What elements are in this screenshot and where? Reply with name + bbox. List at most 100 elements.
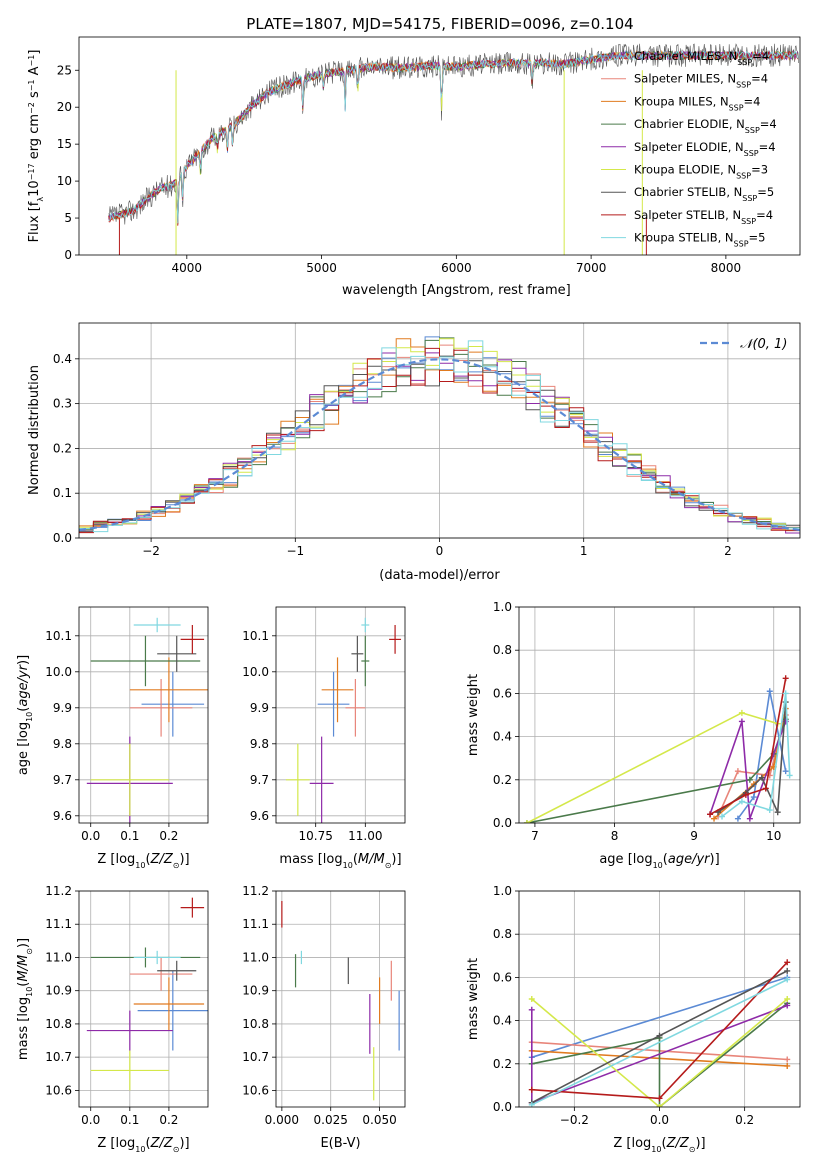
axes-frame [78, 322, 801, 539]
y-tick-label: 9.9 [250, 701, 269, 715]
legend-label-part: Kroupa STELIB, N [634, 231, 734, 245]
x-tick-label: 0.2 [735, 1113, 754, 1127]
y-tick-label: 5 [64, 211, 72, 225]
weight-marker [656, 1095, 663, 1102]
legend-label-part: =5 [757, 185, 774, 199]
y-tick-label: 10.1 [45, 629, 72, 643]
legend-label: Kroupa STELIB, NSSP=5 [634, 231, 765, 249]
legend-label-part: SSP [734, 239, 749, 248]
axes-frame [78, 606, 209, 824]
plot-area [285, 617, 402, 823]
weight-marker [782, 690, 789, 697]
plot-area [281, 900, 400, 1101]
y-tick-label: 10.8 [45, 1017, 72, 1031]
y-axis-label-part: age/yr [16, 663, 31, 706]
weight-marker [784, 1056, 791, 1063]
axes-frame [78, 890, 209, 1108]
y-tick-label: 0.4 [493, 1014, 512, 1028]
x-tick-label: 5000 [306, 261, 337, 275]
x-axis-label-part: ⊙ [173, 1145, 180, 1154]
mass-weight-vs-metallicity-panel: −0.2 0.0 0.2 0.0 0.2 0.4 0.6 0.8 1.0 Z [log10(Z/Z… [466, 884, 801, 1154]
weight-marker [784, 967, 791, 974]
legend-label-part: SSP [736, 171, 751, 180]
weight-marker [782, 768, 789, 775]
y-axis-label-part: −2 [27, 102, 36, 114]
axes-frame [518, 606, 801, 824]
legend-label: 𝒩(0, 1) [740, 337, 787, 352]
weight-marker [734, 815, 741, 822]
y-axis-label: mass weight [466, 958, 481, 1040]
y-axis-label-part: 10 [25, 987, 34, 997]
weight-marker [738, 798, 745, 805]
normal-curve [79, 358, 800, 532]
weight-marker [656, 1104, 663, 1107]
x-axis-label-part: E(B-V) [320, 1136, 360, 1151]
y-axis-label-part: ( [16, 982, 31, 987]
y-tick-label: 11.0 [45, 950, 72, 964]
age-vs-mass-panel: 10.75 11.00 9.6 9.7 9.8 9.9 10.0 10.1 mass [log1… [242, 606, 406, 870]
weight-marker [734, 768, 741, 775]
weight-marker [766, 688, 773, 695]
y-tick-label: 0 [64, 248, 72, 262]
x-tick-label: 0.0 [81, 829, 100, 843]
weight-marker [786, 772, 793, 779]
y-tick-label: 0.2 [493, 773, 512, 787]
plot-area [523, 675, 793, 823]
y-tick-label: 9.7 [53, 773, 72, 787]
x-tick-label: 0.0 [81, 1113, 100, 1127]
x-tick-label: 6000 [441, 261, 472, 275]
weight-marker [746, 815, 753, 822]
legend-label-part: =5 [749, 231, 766, 245]
y-axis-label-part: −17 [27, 163, 36, 180]
weight-marker [774, 809, 781, 816]
plot-area [108, 43, 799, 255]
x-tick-label: 2 [724, 544, 732, 558]
x-axis-label-part: )] [391, 852, 401, 867]
x-tick-label: −1 [286, 544, 304, 558]
legend-label-part: SSP [741, 216, 756, 225]
mass-vs-extinction-panel: 0.000 0.025 0.050 10.6 10.7 10.8 10.9 11.0 11.1 1… [242, 884, 406, 1151]
spectrum-line [175, 51, 642, 205]
x-tick-label: 9 [690, 829, 698, 843]
x-axis-label-part: 10 [135, 1145, 145, 1154]
x-tick-label: 0.0 [650, 1113, 669, 1127]
legend-label-part: SSP [729, 103, 744, 112]
weight-marker [784, 996, 791, 1002]
spectrum-line [108, 43, 799, 225]
y-tick-label: 11.1 [45, 917, 72, 931]
legend-label-part: SSP [745, 126, 760, 135]
weight-line [531, 1002, 788, 1107]
weight-marker [784, 1002, 791, 1009]
y-tick-label: 9.6 [250, 809, 269, 823]
weight-line [709, 721, 787, 819]
y-tick-label: 9.6 [53, 809, 72, 823]
x-axis-label-part: mass [log [279, 852, 342, 867]
y-tick-label: 9.8 [250, 737, 269, 751]
weight-line [531, 978, 788, 1106]
y-tick-label: 10.9 [45, 984, 72, 998]
y-tick-label: 10.6 [45, 1083, 72, 1097]
weight-marker [766, 807, 773, 814]
y-tick-label: 20 [57, 100, 72, 114]
weight-marker [528, 1086, 535, 1093]
x-axis-label-part: 10 [653, 861, 663, 870]
weight-marker [718, 813, 725, 820]
y-tick-label: 11.2 [45, 884, 72, 898]
x-tick-label: 10 [766, 829, 781, 843]
y-tick-label: 9.7 [250, 773, 269, 787]
weight-marker [784, 1062, 791, 1069]
legend-label-part: Salpeter ELODIE, N [634, 140, 744, 154]
x-tick-label: 0.1 [120, 1113, 139, 1127]
weight-marker [528, 996, 535, 1002]
axes-frame [78, 36, 801, 256]
x-axis-label-part: 10 [135, 861, 145, 870]
y-tick-label: 1.0 [493, 884, 512, 898]
weight-marker [742, 791, 749, 798]
weight-marker [784, 959, 791, 966]
weight-marker [738, 718, 745, 725]
x-axis-label-part: Z [log [97, 1136, 135, 1151]
y-tick-label: 0.8 [493, 927, 512, 941]
figure-title: PLATE=1807, MJD=54175, FIBERID=0096, z=0… [246, 15, 633, 33]
y-tick-label: 0.3 [53, 397, 72, 411]
